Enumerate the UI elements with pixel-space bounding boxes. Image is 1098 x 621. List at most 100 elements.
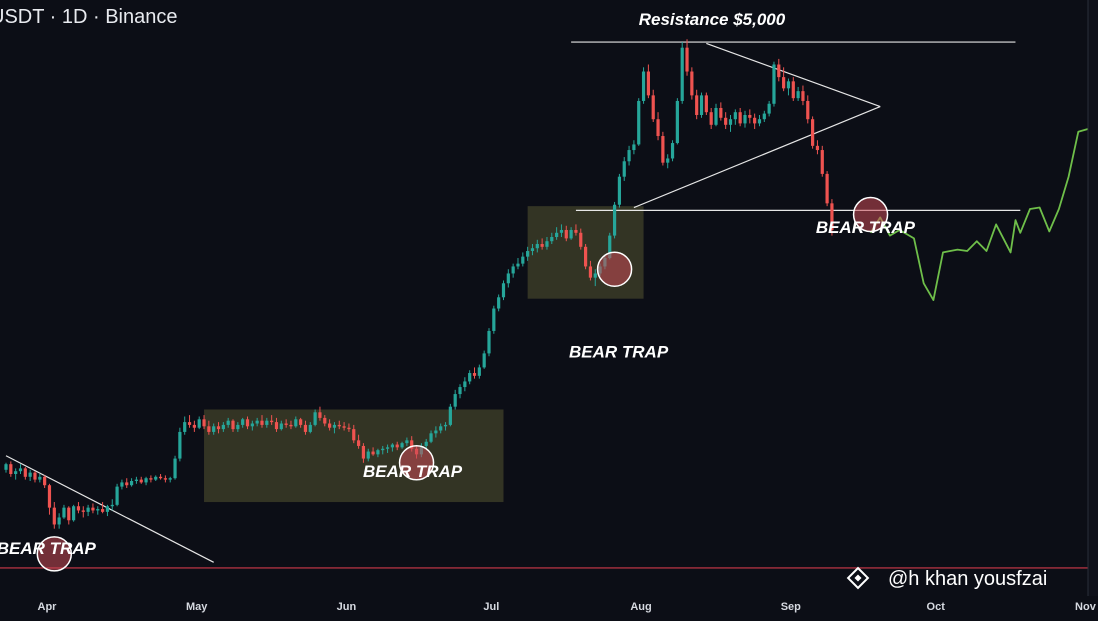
candle-body (555, 232, 559, 237)
candle-body (579, 232, 583, 247)
candle (241, 417, 245, 428)
candle-body (328, 423, 332, 428)
resistance-label: Resistance $5,000 (639, 10, 786, 29)
candle (806, 95, 810, 124)
candle-body (33, 472, 37, 480)
candle-body (178, 431, 182, 459)
candle-body (400, 443, 404, 448)
candle-body (23, 468, 27, 477)
candle-body (294, 419, 298, 427)
candle-body (825, 173, 829, 204)
candle-body (728, 119, 733, 125)
candle (530, 244, 535, 256)
candle-body (323, 417, 327, 424)
candle (158, 473, 163, 480)
candle (762, 110, 766, 123)
candle (704, 92, 708, 115)
candle-body (641, 71, 646, 101)
candle-body (680, 47, 684, 101)
candle-body (47, 485, 52, 508)
candle-body (76, 506, 81, 511)
candle-body (695, 95, 699, 115)
candle-body (299, 419, 303, 425)
projection (869, 111, 1098, 302)
candle-body (733, 112, 737, 120)
candle-body (569, 229, 573, 239)
candle (212, 423, 216, 435)
candle-body (187, 422, 192, 425)
candle-body (506, 273, 510, 284)
candle-body (535, 244, 539, 249)
candle-body (91, 507, 95, 511)
candle (540, 238, 544, 250)
candle (120, 479, 124, 490)
candle (4, 462, 8, 473)
bear-trap-label: BEAR TRAP (816, 218, 916, 237)
candle-body (627, 150, 631, 162)
candle-body (125, 482, 129, 486)
candle (555, 227, 559, 240)
candle (448, 403, 452, 427)
candle-body (651, 95, 655, 120)
candle (439, 423, 443, 434)
candle (748, 109, 752, 124)
candle (361, 443, 366, 463)
candle (328, 419, 332, 431)
candle (183, 416, 187, 435)
candle-body (458, 387, 462, 395)
candle-body (342, 426, 346, 428)
candle (129, 478, 134, 487)
x-tick-label: Oct (927, 601, 946, 613)
candle (356, 434, 361, 449)
candle (371, 447, 375, 456)
candle-body (284, 423, 288, 425)
candle (284, 419, 288, 428)
candle (728, 114, 733, 132)
candle-body (463, 381, 467, 388)
candle (18, 464, 23, 474)
candle-body (757, 119, 762, 124)
candle-body (96, 509, 100, 511)
bear-trap-label: BEAR TRAP (363, 462, 463, 481)
candle (714, 103, 718, 127)
candle (216, 422, 221, 434)
candle-body (347, 427, 351, 430)
candle-body (820, 150, 824, 174)
candle-body (376, 450, 380, 455)
candle-body (612, 204, 617, 236)
candle-body (574, 229, 578, 233)
candle-body (67, 507, 71, 521)
candle (569, 227, 573, 240)
candle (14, 468, 18, 480)
candle (516, 258, 520, 270)
candle (23, 466, 27, 480)
candle (342, 422, 346, 431)
candle (347, 423, 351, 432)
candle (294, 416, 298, 428)
candle-body (511, 266, 515, 274)
candle (173, 455, 177, 480)
candle-body (405, 440, 409, 444)
candle (535, 239, 539, 253)
candle (574, 224, 578, 236)
candle-body (796, 91, 800, 99)
candle-body (550, 236, 554, 242)
candle (593, 269, 597, 287)
candle (468, 370, 472, 385)
candle-body (38, 476, 42, 480)
candle (453, 389, 457, 410)
candle (482, 350, 486, 369)
candle-body (487, 330, 491, 354)
candle (641, 67, 646, 104)
candle-body (564, 229, 568, 239)
candle (743, 110, 747, 128)
candle-body (762, 113, 766, 120)
candle (47, 483, 52, 515)
candle (163, 475, 167, 483)
candle (67, 506, 71, 525)
x-tick-label: Nov (1075, 601, 1097, 613)
candle-body (772, 64, 776, 104)
key-levels (0, 41, 1088, 569)
candle (733, 109, 737, 125)
